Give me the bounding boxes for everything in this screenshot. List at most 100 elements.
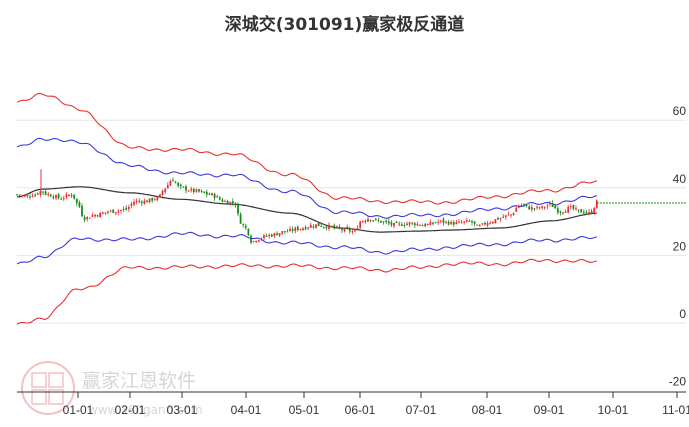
candle xyxy=(294,227,297,232)
candle xyxy=(99,212,102,218)
candle xyxy=(541,206,544,208)
candle xyxy=(359,221,362,229)
x-tick-label: 06-01 xyxy=(345,403,376,417)
candle xyxy=(390,222,393,225)
candle xyxy=(304,227,307,230)
candle xyxy=(406,223,408,226)
candle xyxy=(343,228,346,232)
candle xyxy=(114,212,117,214)
candle xyxy=(315,224,317,228)
candle xyxy=(577,209,580,211)
candle xyxy=(517,205,520,208)
candle xyxy=(447,221,450,225)
candle xyxy=(281,231,284,234)
candle xyxy=(369,219,372,221)
candle xyxy=(70,195,73,197)
candle xyxy=(161,190,164,196)
candle xyxy=(468,220,471,222)
candle xyxy=(182,186,185,188)
candle xyxy=(465,220,468,222)
candle xyxy=(21,195,24,197)
candle xyxy=(205,191,208,195)
band-upper-outer xyxy=(16,92,598,205)
channel-bands xyxy=(16,92,598,325)
candle xyxy=(346,226,349,229)
candle xyxy=(179,184,182,187)
candle xyxy=(437,221,440,223)
candle xyxy=(213,193,216,198)
candle xyxy=(242,224,245,226)
x-tick-label: 02-01 xyxy=(115,403,146,417)
candle xyxy=(47,194,50,196)
candle xyxy=(62,198,65,200)
candle xyxy=(341,228,343,231)
candle xyxy=(543,207,546,209)
candle xyxy=(504,215,507,218)
candle xyxy=(502,216,505,218)
candle xyxy=(320,225,323,227)
candle xyxy=(575,208,577,210)
y-tick-label: 40 xyxy=(673,172,687,186)
candle xyxy=(42,191,44,193)
candle xyxy=(549,203,551,205)
candle xyxy=(146,200,148,203)
candle xyxy=(432,223,434,225)
candle xyxy=(96,215,99,217)
candle xyxy=(515,207,518,212)
x-tick-label: 03-01 xyxy=(167,403,198,417)
candle xyxy=(338,226,341,229)
candle xyxy=(60,198,63,200)
candle xyxy=(429,222,432,226)
candle xyxy=(224,200,226,202)
candle xyxy=(75,198,78,204)
candle xyxy=(569,206,572,208)
candle xyxy=(536,206,538,208)
candle xyxy=(101,212,104,214)
candle xyxy=(458,221,460,223)
candle xyxy=(455,222,458,225)
candle xyxy=(273,233,276,237)
candle xyxy=(424,224,427,227)
candle xyxy=(135,200,138,203)
candle xyxy=(18,194,21,196)
candle xyxy=(387,221,390,224)
candle xyxy=(486,223,489,226)
candle xyxy=(44,191,47,195)
candle xyxy=(16,194,18,196)
candle xyxy=(229,201,232,205)
candle xyxy=(151,198,154,201)
candle xyxy=(104,212,107,214)
candle xyxy=(127,207,130,210)
candle xyxy=(439,220,442,222)
candle xyxy=(265,235,268,237)
band-middle xyxy=(16,186,597,233)
candle xyxy=(234,204,237,206)
candle xyxy=(380,220,382,223)
candle xyxy=(203,191,206,193)
candle xyxy=(497,217,499,220)
candle xyxy=(117,210,120,213)
candle xyxy=(34,194,37,197)
candle xyxy=(333,225,336,228)
candle xyxy=(452,222,455,225)
candle xyxy=(374,219,377,221)
candle xyxy=(226,201,229,204)
candle xyxy=(398,223,401,225)
candle xyxy=(185,186,187,191)
candle xyxy=(140,201,143,204)
candle xyxy=(463,221,466,223)
gridlines xyxy=(17,119,686,324)
candle xyxy=(187,190,190,192)
candle xyxy=(65,194,68,198)
candle xyxy=(195,189,198,192)
chart-title: 深城交(301091)赢家极反通道 xyxy=(224,15,465,35)
candle xyxy=(49,194,52,197)
y-tick-label: -20 xyxy=(669,375,687,389)
band-upper-inner xyxy=(16,137,598,219)
candle xyxy=(510,214,512,216)
candle xyxy=(421,225,424,227)
candle xyxy=(291,229,294,231)
candle xyxy=(400,224,403,226)
candle xyxy=(494,219,497,223)
